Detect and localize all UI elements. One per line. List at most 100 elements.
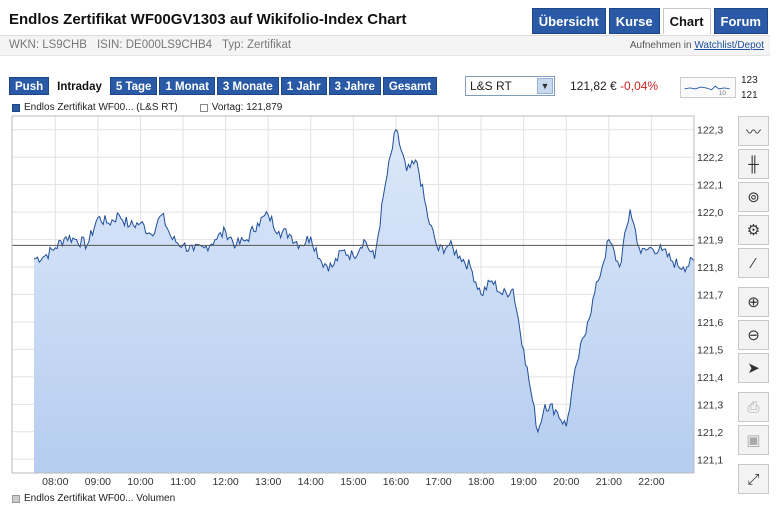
ohlc-chart-icon: ╫ — [748, 155, 759, 173]
sparkline-bg — [682, 78, 734, 97]
range-3-monate-button[interactable]: 3 Monate — [216, 77, 279, 95]
chart-legend: Endlos Zertifikat WF00... (L&S RT) Vorta… — [12, 102, 282, 113]
x-tick-label: 19:00 — [511, 476, 537, 488]
x-tick-label: 20:00 — [553, 476, 579, 488]
zoom-in-tool-button[interactable]: ⊕ — [738, 287, 769, 317]
y-tick-label: 122,3 — [697, 125, 723, 137]
add-prefix: Aufnehmen in — [629, 40, 692, 51]
range-push-button[interactable]: Push — [9, 77, 50, 95]
zoom-in-icon: ⊕ — [747, 294, 760, 311]
x-tick-label: 16:00 — [383, 476, 409, 488]
x-tick-label: 08:00 — [42, 476, 68, 488]
x-tick-label: 22:00 — [638, 476, 664, 488]
volume-swatch — [12, 494, 20, 503]
x-tick-label: 14:00 — [298, 476, 324, 488]
line-chart-icon: 〰 — [745, 123, 761, 141]
range-intraday-button[interactable]: Intraday — [51, 77, 108, 95]
range-5-tage-button[interactable]: 5 Tage — [109, 77, 158, 95]
y-tick-label: 121,5 — [697, 344, 723, 356]
y-tick-label: 121,7 — [697, 290, 723, 302]
ohlc-chart-tool-button[interactable]: ╫ — [738, 149, 769, 179]
legend-prev-close: Vortag: 121,879 — [199, 102, 283, 113]
price-area — [34, 129, 694, 473]
sparkline-high: 123 — [741, 75, 758, 86]
chevron-down-icon[interactable]: ▼ — [537, 78, 553, 94]
y-tick-label: 121,1 — [697, 454, 723, 466]
save-icon: ▣ — [746, 432, 761, 449]
prev-close-swatch — [199, 103, 208, 112]
range-overview-sparkline[interactable]: 10 — [680, 77, 736, 98]
y-tick-label: 121,2 — [697, 427, 723, 439]
range-1-jahr-button[interactable]: 1 Jahr — [280, 77, 327, 95]
x-tick-label: 09:00 — [85, 476, 111, 488]
settings-icon: ⚙ — [746, 222, 761, 239]
instrument-info-bar: WKN: LS9CHB ISIN: DE000LS9CHB4 Typ: Zert… — [0, 35, 770, 56]
add-to-watchlist: Aufnehmen in Watchlist/Depot — [630, 40, 764, 51]
x-tick-label: 21:00 — [596, 476, 622, 488]
fullscreen-tool-button[interactable]: ⤢ — [738, 464, 769, 494]
chart-toolbar: 〰 ╫ ⊚ ⚙ ⁄ ⊕ ⊖ ➤ ⎙ ▣ ⤢ — [738, 116, 769, 497]
y-tick-label: 122,0 — [697, 207, 723, 219]
watchlist-depot-link[interactable]: Watchlist/Depot — [694, 40, 764, 51]
settings-tool-button[interactable]: ⚙ — [738, 215, 769, 245]
y-tick-label: 122,1 — [697, 180, 723, 192]
plot-frame — [11, 115, 695, 474]
cursor-icon: ➤ — [747, 360, 760, 377]
indicator-search-icon: ⊚ — [747, 189, 760, 206]
main-tabs: Übersicht Kurse Chart Forum — [531, 8, 768, 34]
last-price: 121,82 € — [570, 79, 617, 93]
x-tick-label: 17:00 — [425, 476, 451, 488]
legend-series: Endlos Zertifikat WF00... (L&S RT) — [12, 102, 178, 113]
legend-prev-close-label: Vortag: 121,879 — [211, 102, 283, 113]
price-line — [33, 128, 695, 434]
print-tool-button[interactable]: ⎙ — [738, 392, 769, 422]
draw-line-tool-button[interactable]: ⁄ — [738, 248, 769, 278]
draw-line-icon: ⁄ — [752, 254, 755, 272]
line-chart-tool-button[interactable]: 〰 — [738, 116, 769, 146]
volume-legend-label: Endlos Zertifikat WF00... Volumen — [24, 493, 176, 504]
y-tick-label: 121,6 — [697, 317, 723, 329]
x-tick-label: 12:00 — [212, 476, 238, 488]
volume-legend: Endlos Zertifikat WF00... Volumen — [12, 493, 175, 504]
last-quote: 121,82 € -0,04% — [570, 79, 658, 93]
save-tool-button[interactable]: ▣ — [738, 425, 769, 455]
tab-chart[interactable]: Chart — [662, 8, 711, 34]
y-tick-label: 121,8 — [697, 262, 723, 274]
x-tick-label: 13:00 — [255, 476, 281, 488]
fullscreen-icon: ⤢ — [747, 470, 760, 488]
sparkline-mark: 10 — [719, 90, 727, 97]
range-3-jahre-button[interactable]: 3 Jahre — [328, 77, 381, 95]
y-axis: 122,3 122,2 122,1 122,0 121,9 121,8 121,7 121,6… — [697, 125, 723, 467]
x-tick-label: 15:00 — [340, 476, 366, 488]
x-tick-label: 10:00 — [127, 476, 153, 488]
time-range-selector: Push Intraday 5 Tage 1 Monat 3 Monate 1 … — [9, 77, 438, 95]
sparkline-line — [684, 85, 730, 91]
x-tick-label: 18:00 — [468, 476, 494, 488]
wkn-label: WKN: LS9CHB — [9, 39, 87, 51]
zoom-out-tool-button[interactable]: ⊖ — [738, 320, 769, 350]
tab-kurse[interactable]: Kurse — [608, 8, 660, 34]
isin-label: ISIN: DE000LS9CHB4 — [96, 39, 213, 51]
x-axis: 08:00 09:00 10:00 11:00 12:00 13:00 14:00 15:00… — [42, 476, 665, 488]
exchange-value: L&S RT — [470, 79, 512, 93]
exchange-select[interactable]: L&S RT ▼ — [465, 76, 555, 96]
instrument-meta: WKN: LS9CHB ISIN: DE000LS9CHB4 Typ: Zert… — [9, 39, 291, 51]
y-tick-label: 122,2 — [697, 152, 723, 164]
legend-series-label: Endlos Zertifikat WF00... (L&S RT) — [24, 102, 178, 113]
sparkline-low: 121 — [741, 90, 758, 101]
page-title: Endlos Zertifikat WF00GV1303 auf Wikifol… — [9, 11, 407, 28]
zoom-out-icon: ⊖ — [747, 327, 760, 344]
range-gesamt-button[interactable]: Gesamt — [382, 77, 438, 95]
print-icon: ⎙ — [747, 398, 760, 416]
y-tick-label: 121,4 — [697, 372, 723, 384]
series-swatch — [12, 103, 20, 112]
tab-uebersicht[interactable]: Übersicht — [531, 8, 606, 34]
range-1-monat-button[interactable]: 1 Monat — [159, 77, 215, 95]
type-label: Typ: Zertifikat — [222, 39, 292, 51]
cursor-tool-button[interactable]: ➤ — [738, 353, 769, 383]
x-tick-label: 11:00 — [170, 476, 196, 488]
indicator-search-tool-button[interactable]: ⊚ — [738, 182, 769, 212]
y-tick-label: 121,9 — [697, 235, 723, 247]
tab-forum[interactable]: Forum — [713, 8, 768, 34]
